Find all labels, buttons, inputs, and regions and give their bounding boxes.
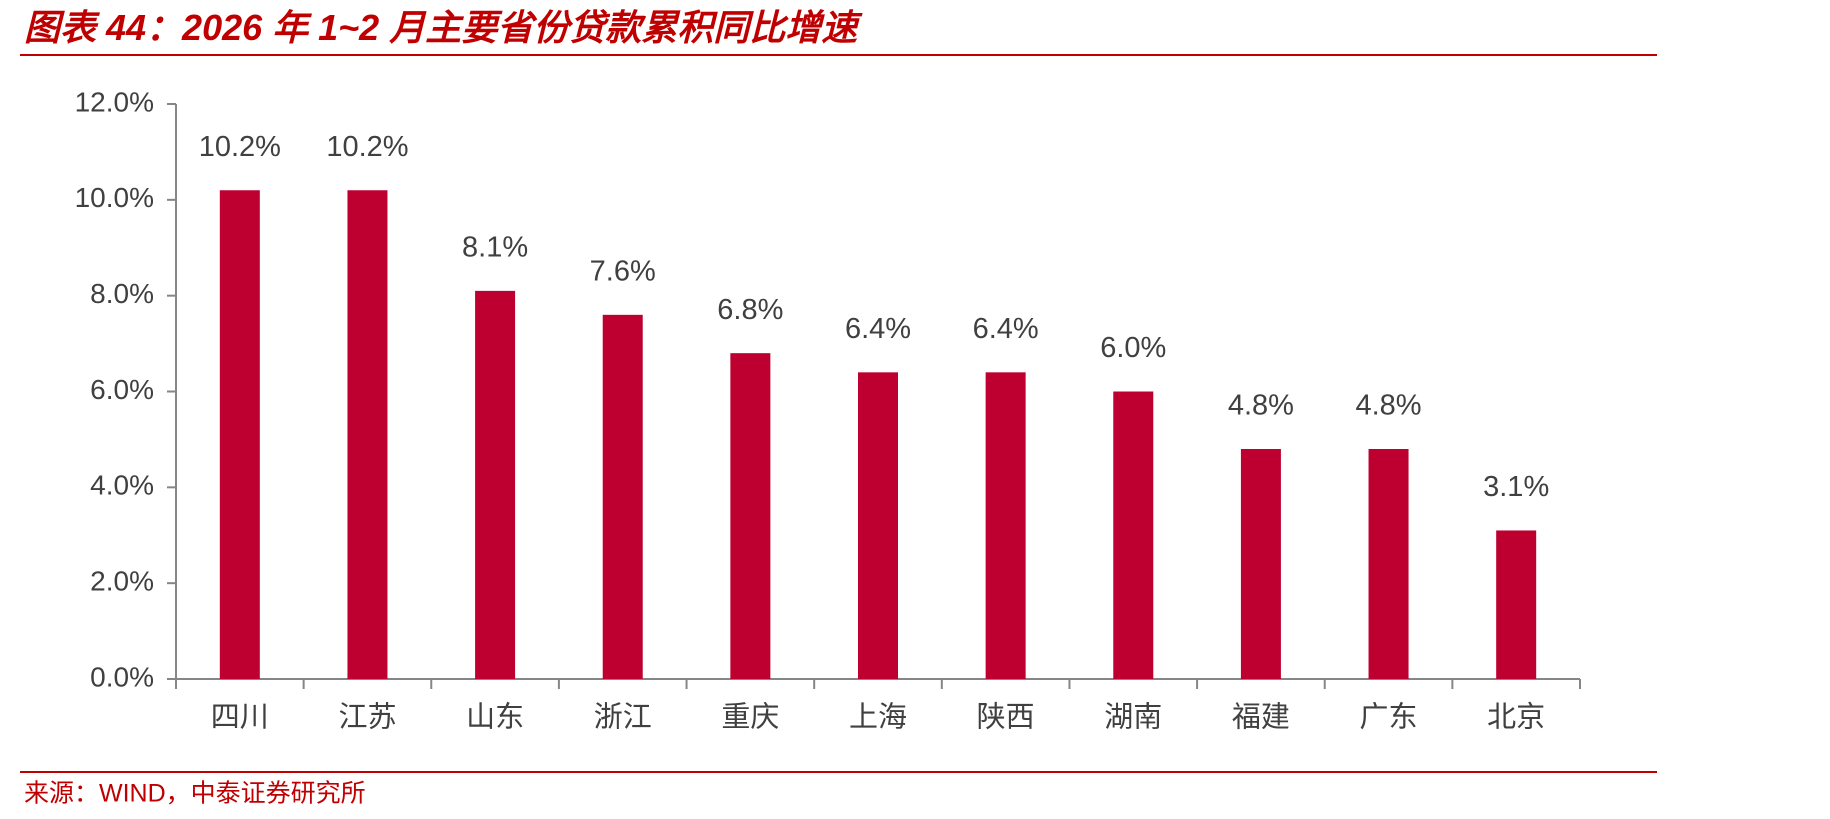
y-tick-label: 0.0% xyxy=(90,661,154,692)
y-tick-label: 6.0% xyxy=(90,374,154,405)
y-tick-label: 2.0% xyxy=(90,566,154,597)
value-label: 10.2% xyxy=(199,131,281,163)
chart-title: 图表 44：2026 年 1~2 月主要省份贷款累积同比增速 xyxy=(24,7,863,48)
bar xyxy=(1368,449,1409,679)
x-tick-label: 四川 xyxy=(211,702,269,734)
x-tick-label: 浙江 xyxy=(594,701,652,734)
x-tick-label: 山东 xyxy=(466,701,524,734)
source: 来源：WIND，中泰证券研究所 xyxy=(24,780,366,808)
bar xyxy=(730,353,771,679)
bar xyxy=(1113,391,1154,679)
x-tick-label: 陕西 xyxy=(977,701,1035,734)
y-tick-label: 12.0% xyxy=(75,86,154,117)
x-tick-label: 湖南 xyxy=(1104,701,1162,734)
value-label: 6.4% xyxy=(973,313,1039,345)
y-tick-label: 10.0% xyxy=(75,182,154,213)
bar xyxy=(1240,449,1281,679)
value-label: 6.0% xyxy=(1100,332,1166,364)
bar xyxy=(985,372,1026,679)
bar xyxy=(602,314,643,679)
value-label: 7.6% xyxy=(590,255,656,287)
bar xyxy=(347,190,388,679)
bar xyxy=(475,290,516,679)
value-label: 6.4% xyxy=(845,313,911,345)
value-label: 3.1% xyxy=(1483,471,1549,503)
value-label: 4.8% xyxy=(1228,390,1294,422)
x-tick-label: 重庆 xyxy=(721,701,779,734)
x-tick-label: 上海 xyxy=(849,701,907,734)
y-tick-label: 4.0% xyxy=(90,470,154,501)
bar xyxy=(1496,530,1537,679)
x-tick-label: 江苏 xyxy=(338,701,396,734)
x-tick-label: 北京 xyxy=(1487,701,1545,734)
bar xyxy=(219,190,260,679)
x-tick-label: 福建 xyxy=(1232,701,1290,734)
x-tick-label: 广东 xyxy=(1360,701,1418,734)
value-label: 6.8% xyxy=(717,294,783,326)
bar xyxy=(858,372,898,679)
value-label: 8.1% xyxy=(462,232,528,264)
value-label: 10.2% xyxy=(326,131,408,163)
y-tick-label: 8.0% xyxy=(90,278,154,309)
value-label: 4.8% xyxy=(1355,390,1421,422)
